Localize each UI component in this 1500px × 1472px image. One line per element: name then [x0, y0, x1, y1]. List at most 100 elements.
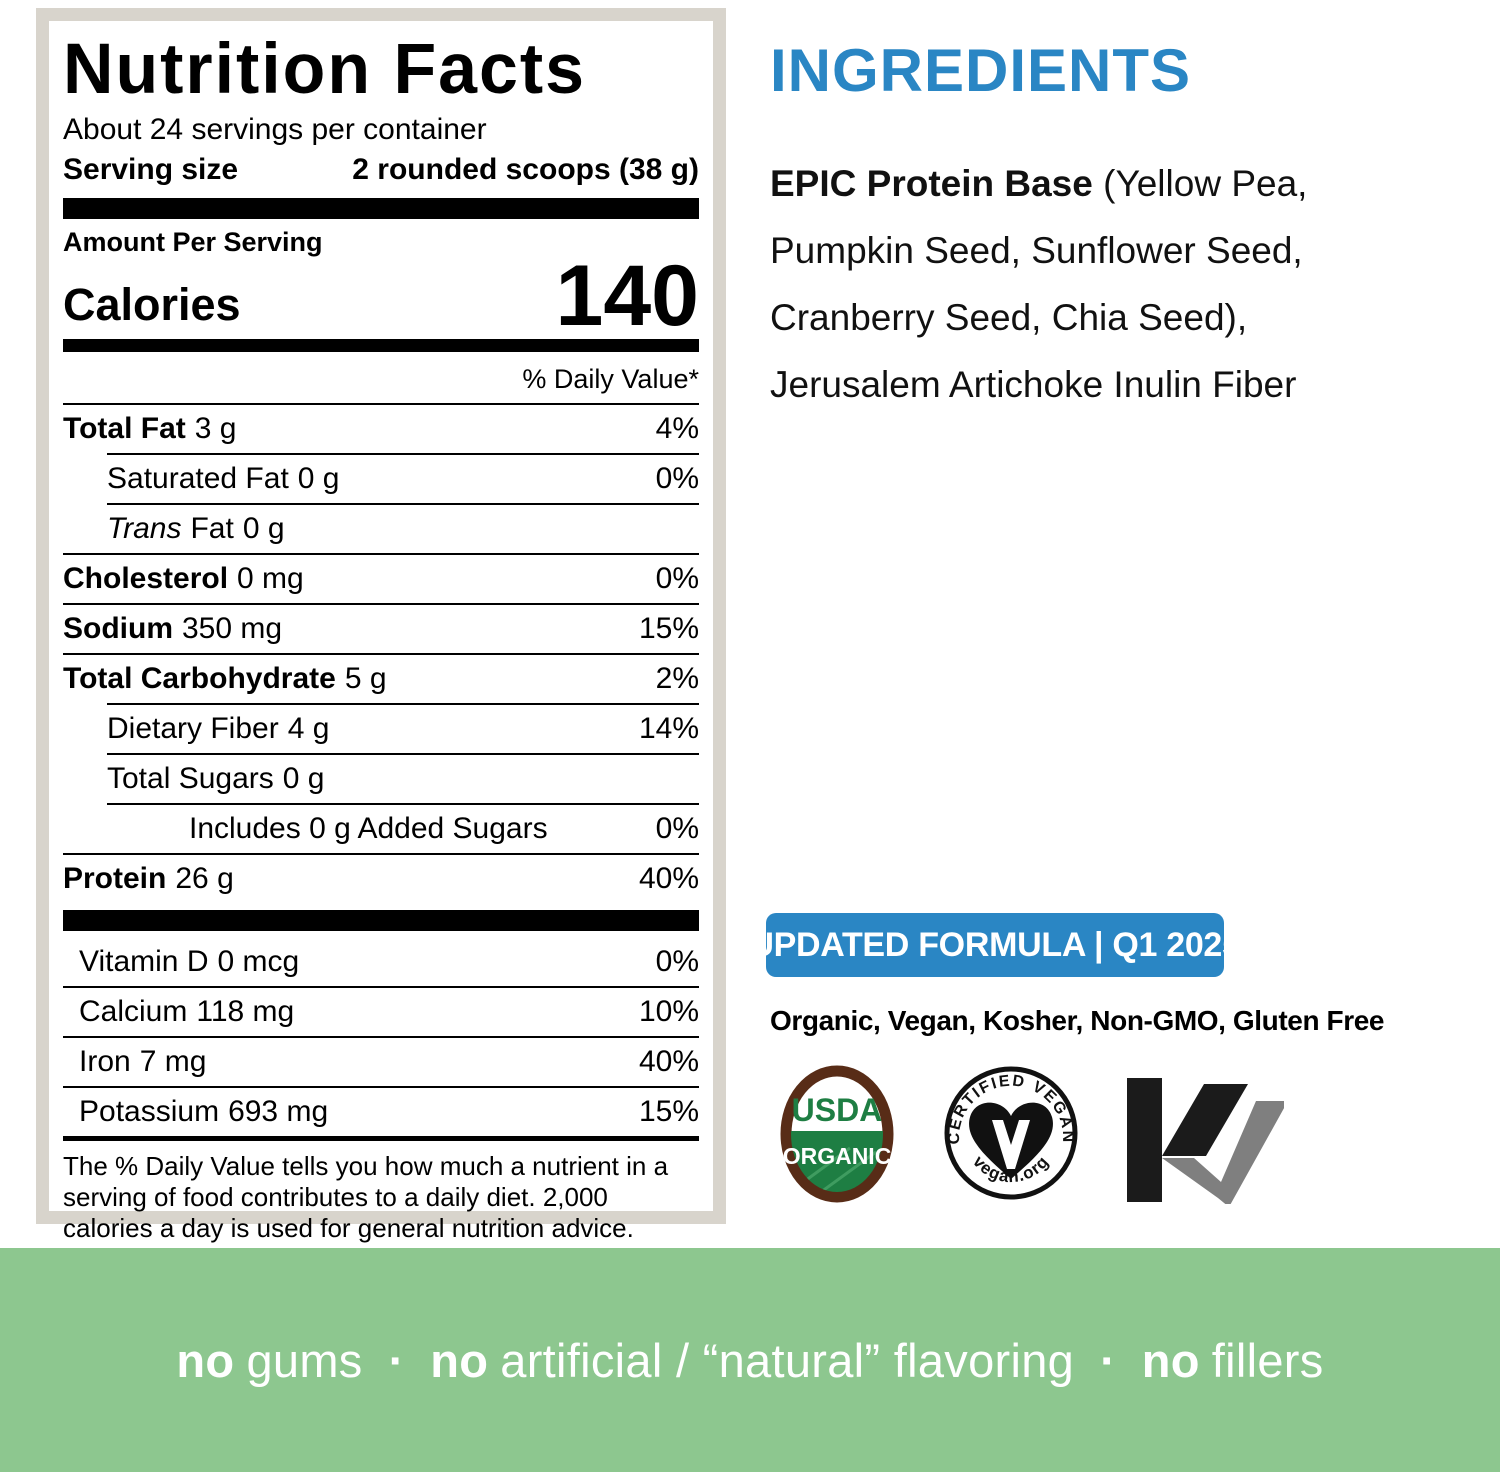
- nutrient-dv: 0%: [655, 812, 699, 845]
- thick-divider: [63, 910, 699, 931]
- nutrient-dv: 0%: [655, 945, 699, 978]
- nutrient-value: 26 g: [175, 862, 234, 895]
- divider: [107, 803, 699, 805]
- usda-organic-icon: USDA ORGANIC: [780, 1065, 894, 1203]
- nutrient-value: 693 mg: [228, 1095, 329, 1128]
- nutrient-row-protein: Protein 26 g 40%: [63, 855, 699, 903]
- nutrient-value: 118 mg: [196, 995, 295, 1028]
- nutrient-value: 7 mg: [139, 1045, 207, 1078]
- organic-text: ORGANIC: [783, 1143, 892, 1169]
- daily-value-header: % Daily Value*: [522, 364, 699, 394]
- divider: [63, 603, 699, 605]
- nutrient-dv: 15%: [638, 1095, 699, 1128]
- divider: [63, 1086, 699, 1088]
- nutrient-label: Dietary Fiber: [107, 712, 279, 745]
- ingredients-line: Jerusalem Artichoke Inulin Fiber: [770, 364, 1297, 405]
- amount-per-serving-label: Amount Per Serving: [63, 227, 323, 257]
- nutrient-label: Saturated Fat: [107, 462, 289, 495]
- nutrient-label: Protein: [63, 862, 167, 895]
- nutrient-row-saturated-fat: Saturated Fat 0 g 0%: [63, 455, 699, 503]
- servings-per-container: About 24 servings per container: [63, 113, 487, 146]
- divider: [63, 1136, 699, 1141]
- nutrient-value: 350 mg: [182, 612, 283, 645]
- updated-formula-banner: UPDATED FORMULA | Q1 2025: [749, 913, 1241, 977]
- nutrient-dv: 0%: [655, 462, 699, 495]
- nutrient-row-total-fat: Total Fat 3 g 4%: [63, 405, 699, 453]
- nutrient-row-dietary-fiber: Dietary Fiber 4 g 14%: [63, 705, 699, 753]
- divider: [63, 1036, 699, 1038]
- calories-label: Calories: [63, 279, 241, 330]
- divider: [107, 453, 699, 455]
- nutrient-row-total-sugars: Total Sugars 0 g: [63, 755, 699, 803]
- nutrient-label: Vitamin D: [79, 945, 209, 978]
- thick-divider: [63, 198, 699, 219]
- nutrient-dv: 14%: [638, 712, 699, 745]
- nutrient-dv: 40%: [638, 862, 699, 895]
- nutrient-label: Includes 0 g Added Sugars: [189, 812, 548, 845]
- nutrient-label: Sodium: [63, 612, 173, 645]
- nutrient-dv: 15%: [638, 612, 699, 645]
- nutrition-facts-panel: Nutrition Facts About 24 servings per co…: [36, 8, 726, 1243]
- claim-no-gums: no gums: [176, 1333, 363, 1387]
- nutrient-label: Cholesterol: [63, 562, 229, 595]
- calories-value: 140: [555, 248, 700, 344]
- micro-row-potassium: Potassium 693 mg 15%: [63, 1088, 699, 1136]
- micro-row-calcium: Calcium 118 mg 10%: [63, 988, 699, 1036]
- nutrient-row-sodium: Sodium 350 mg 15%: [63, 605, 699, 653]
- kosher-check-icon: [1127, 1078, 1284, 1204]
- nutrient-dv: 10%: [638, 995, 699, 1028]
- ingredients-line: EPIC Protein Base (Yellow Pea,: [770, 163, 1308, 204]
- nutrient-label: Total Sugars: [107, 762, 274, 795]
- nutrient-dv: 4%: [655, 412, 699, 445]
- nutrition-facts-title: Nutrition Facts: [63, 30, 586, 109]
- daily-value-footnote: The % Daily Value tells you how much a n…: [63, 1151, 669, 1243]
- updated-formula-label: UPDATED FORMULA | Q1 2025: [749, 925, 1241, 964]
- thick-divider: [63, 339, 699, 352]
- nutrient-value: 0 g: [282, 762, 325, 795]
- nutrient-value: 5 g: [344, 662, 387, 695]
- divider: [107, 753, 699, 755]
- nutrient-value: 0 mg: [237, 562, 304, 595]
- divider: [63, 653, 699, 655]
- nutrient-label: Total Carbohydrate: [63, 662, 336, 695]
- claim-no-artificial-flavoring: no artificial / “natural” flavoring: [430, 1333, 1075, 1387]
- serving-size-row: Serving size 2 rounded scoops (38 g): [63, 149, 699, 191]
- certifications-line: Organic, Vegan, Kosher, Non-GMO, Gluten …: [770, 1005, 1385, 1036]
- divider: [63, 553, 699, 555]
- ingredients-lead: EPIC Protein Base: [770, 163, 1093, 204]
- nutrient-dv: 40%: [638, 1045, 699, 1078]
- nutrient-row-trans-fat: Trans Fat 0 g: [63, 505, 699, 553]
- nutrient-row-cholesterol: Cholesterol 0 mg 0%: [63, 555, 699, 603]
- usda-text: USDA: [792, 1092, 883, 1128]
- nutrient-label: Total Fat: [63, 412, 186, 445]
- calories-row: Calories 140: [63, 248, 700, 344]
- nutrient-dv: 0%: [655, 562, 699, 595]
- nutrient-label: Calcium: [79, 995, 188, 1028]
- ingredients-text: EPIC Protein Base (Yellow Pea, Pumpkin S…: [770, 150, 1450, 418]
- divider: [63, 853, 699, 855]
- certification-badges: USDA ORGANIC CERTIFIED VEGAN vegan.org: [780, 1064, 1284, 1204]
- nutrient-value: 4 g: [287, 712, 330, 745]
- divider: [63, 403, 699, 405]
- nutrient-dv: 2%: [655, 662, 699, 695]
- dot-separator: ·: [1100, 1333, 1116, 1387]
- nutrient-value: 0 g: [297, 462, 340, 495]
- serving-size-label: Serving size: [63, 153, 239, 186]
- divider: [107, 703, 699, 705]
- ingredients-line: Pumpkin Seed, Sunflower Seed,: [770, 230, 1303, 271]
- nutrient-value: 0 g: [242, 512, 285, 545]
- nutrient-value: 3 g: [194, 412, 237, 445]
- nutrient-row-added-sugars: Includes 0 g Added Sugars 0%: [63, 805, 699, 853]
- dot-separator: ·: [388, 1333, 405, 1387]
- nutrient-row-total-carbohydrate: Total Carbohydrate 5 g 2%: [63, 655, 699, 703]
- divider: [107, 503, 699, 505]
- claim-no-fillers: no fillers: [1141, 1333, 1324, 1387]
- footer-claims-bar: no gums · no artificial / “natural” flavor…: [0, 1248, 1500, 1472]
- divider: [63, 986, 699, 988]
- nutrient-label: Fat: [190, 512, 234, 545]
- nutrient-value: 0 mcg: [217, 945, 300, 978]
- ingredients-line: Cranberry Seed, Chia Seed),: [770, 297, 1248, 338]
- certified-vegan-icon: CERTIFIED VEGAN vegan.org: [944, 1066, 1078, 1200]
